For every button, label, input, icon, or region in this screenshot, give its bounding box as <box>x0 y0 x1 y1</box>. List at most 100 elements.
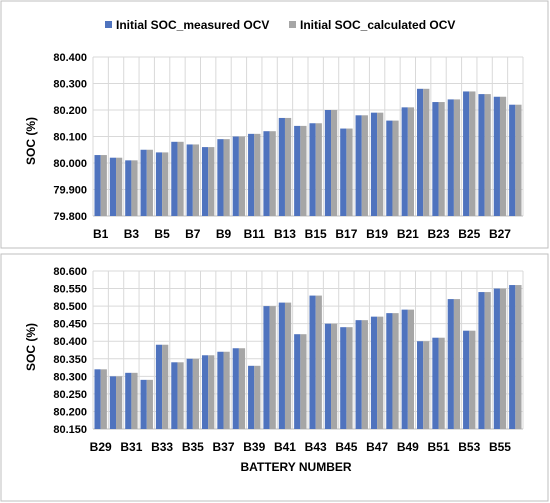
top-bar-measured-b16 <box>324 110 332 216</box>
bottom-bar-measured-b47 <box>370 316 378 429</box>
bottom-ytick-label: 80.200 <box>53 406 87 418</box>
bottom-bar-measured-b34 <box>171 362 178 429</box>
bottom-bar-calculated-b54 <box>484 292 491 429</box>
bottom-ytick-label: 80.450 <box>53 319 87 331</box>
top-bar-calculated-b25 <box>469 91 476 216</box>
top-bar-measured-b2 <box>109 157 117 216</box>
top-bar-measured-b21 <box>401 107 408 216</box>
bottom-bar-calculated-b56 <box>515 285 522 429</box>
top-ytick-label: 80.100 <box>53 132 87 144</box>
bottom-bar-measured-b29 <box>94 369 101 429</box>
bottom-bar-calculated-b46 <box>361 320 368 429</box>
top-bar-calculated-b18 <box>361 115 368 216</box>
bottom-bar-measured-b40 <box>263 306 270 429</box>
top-bar-measured-b13 <box>278 117 285 216</box>
top-bar-calculated-b7 <box>192 144 200 216</box>
top-ytick-label: 80.300 <box>53 79 87 91</box>
bottom-ytick-label: 80.400 <box>53 336 87 348</box>
bottom-bar-measured-b51 <box>432 337 439 429</box>
bottom-bar-calculated-b36 <box>208 355 215 429</box>
top-xtick-label: B1 <box>93 227 109 241</box>
bottom-bar-calculated-b34 <box>177 362 184 429</box>
bottom-ytick-label: 80.150 <box>53 424 87 436</box>
bottom-xtick-label: B31 <box>120 440 142 454</box>
bottom-ytick-label: 80.300 <box>53 371 87 383</box>
top-bar-measured-b14 <box>294 125 301 216</box>
top-ytick-label: 79.800 <box>53 211 87 223</box>
top-bar-measured-b26 <box>478 94 485 216</box>
bottom-bar-calculated-b48 <box>392 313 399 429</box>
top-bar-calculated-b15 <box>315 123 322 216</box>
top-bar-calculated-b22 <box>423 88 430 216</box>
bottom-bar-calculated-b49 <box>407 309 415 429</box>
top-xtick-label: B23 <box>428 227 450 241</box>
bottom-bar-calculated-b38 <box>238 348 246 429</box>
top-ytick-label: 80.200 <box>53 105 87 117</box>
bottom-bar-calculated-b39 <box>254 365 261 429</box>
bottom-bar-calculated-b43 <box>315 295 322 429</box>
top-bar-calculated-b13 <box>284 117 292 216</box>
bottom-bar-measured-b45 <box>340 327 347 429</box>
top-bar-calculated-b26 <box>484 94 491 216</box>
bottom-xtick-label: B41 <box>274 440 296 454</box>
bottom-chart-xlabel: BATTERY NUMBER <box>240 460 351 474</box>
bottom-bar-calculated-b55 <box>499 288 507 429</box>
top-bar-measured-b17 <box>340 128 347 216</box>
bottom-bar-calculated-b31 <box>131 372 138 429</box>
bottom-xtick-label: B39 <box>243 440 265 454</box>
top-ytick-label: 80.000 <box>53 158 87 170</box>
top-bar-calculated-b6 <box>177 141 184 216</box>
top-bar-calculated-b21 <box>407 107 415 216</box>
bottom-bar-measured-b52 <box>447 299 454 429</box>
bottom-xtick-label: B47 <box>366 440 388 454</box>
bottom-bar-measured-b55 <box>493 288 500 429</box>
top-bar-calculated-b10 <box>238 136 246 216</box>
bottom-bar-calculated-b33 <box>162 344 169 429</box>
top-bar-calculated-b28 <box>515 104 522 216</box>
top-bar-measured-b9 <box>217 139 224 216</box>
top-xtick-label: B7 <box>185 227 201 241</box>
top-bar-measured-b20 <box>386 120 393 216</box>
bottom-bar-measured-b32 <box>140 379 147 429</box>
bottom-bar-measured-b43 <box>309 295 316 429</box>
top-bar-measured-b15 <box>309 123 316 216</box>
top-bar-calculated-b20 <box>392 120 399 216</box>
bottom-ytick-label: 80.600 <box>53 266 87 278</box>
bottom-bar-measured-b36 <box>201 355 209 429</box>
bottom-bar-calculated-b45 <box>346 327 353 429</box>
top-bar-measured-b11 <box>248 133 255 216</box>
bottom-bar-calculated-b53 <box>469 330 476 429</box>
top-bar-measured-b24 <box>447 99 454 216</box>
bottom-bar-calculated-b30 <box>116 376 123 429</box>
bottom-xtick-label: B49 <box>397 440 419 454</box>
top-bar-calculated-b14 <box>300 125 307 216</box>
bottom-bar-measured-b54 <box>478 292 485 429</box>
bottom-bar-measured-b38 <box>232 348 239 429</box>
bottom-chart-ylabel: SOC (%) <box>24 323 38 371</box>
bottom-bar-measured-b30 <box>109 376 117 429</box>
legend: Initial SOC_measured OCV Initial SOC_cal… <box>105 18 455 32</box>
top-bar-calculated-b1 <box>100 155 107 216</box>
top-xtick-label: B15 <box>305 227 327 241</box>
top-bar-calculated-b8 <box>208 147 215 216</box>
top-ytick-label: 79.900 <box>53 185 87 197</box>
top-bar-measured-b7 <box>186 144 193 216</box>
bottom-chart: 80.600 80.550 80.500 80.450 80.400 80.350 80.3… <box>24 266 524 474</box>
top-bar-measured-b4 <box>140 149 147 216</box>
top-bar-measured-b25 <box>463 91 470 216</box>
bottom-bar-calculated-b29 <box>100 369 107 429</box>
top-bar-measured-b10 <box>232 136 239 216</box>
top-bar-calculated-b4 <box>146 149 153 216</box>
top-xtick-label: B17 <box>335 227 357 241</box>
bottom-bar-measured-b35 <box>186 358 193 429</box>
bottom-xtick-label: B51 <box>428 440 450 454</box>
bottom-bar-measured-b33 <box>155 344 163 429</box>
bottom-bar-measured-b56 <box>509 285 516 429</box>
top-bar-calculated-b17 <box>346 128 353 216</box>
bottom-bar-calculated-b41 <box>284 302 292 429</box>
top-bar-measured-b6 <box>171 141 178 216</box>
top-bar-measured-b18 <box>355 115 362 216</box>
top-xtick-label: B13 <box>274 227 296 241</box>
top-bar-measured-b5 <box>155 152 163 216</box>
top-bar-measured-b22 <box>416 88 424 216</box>
